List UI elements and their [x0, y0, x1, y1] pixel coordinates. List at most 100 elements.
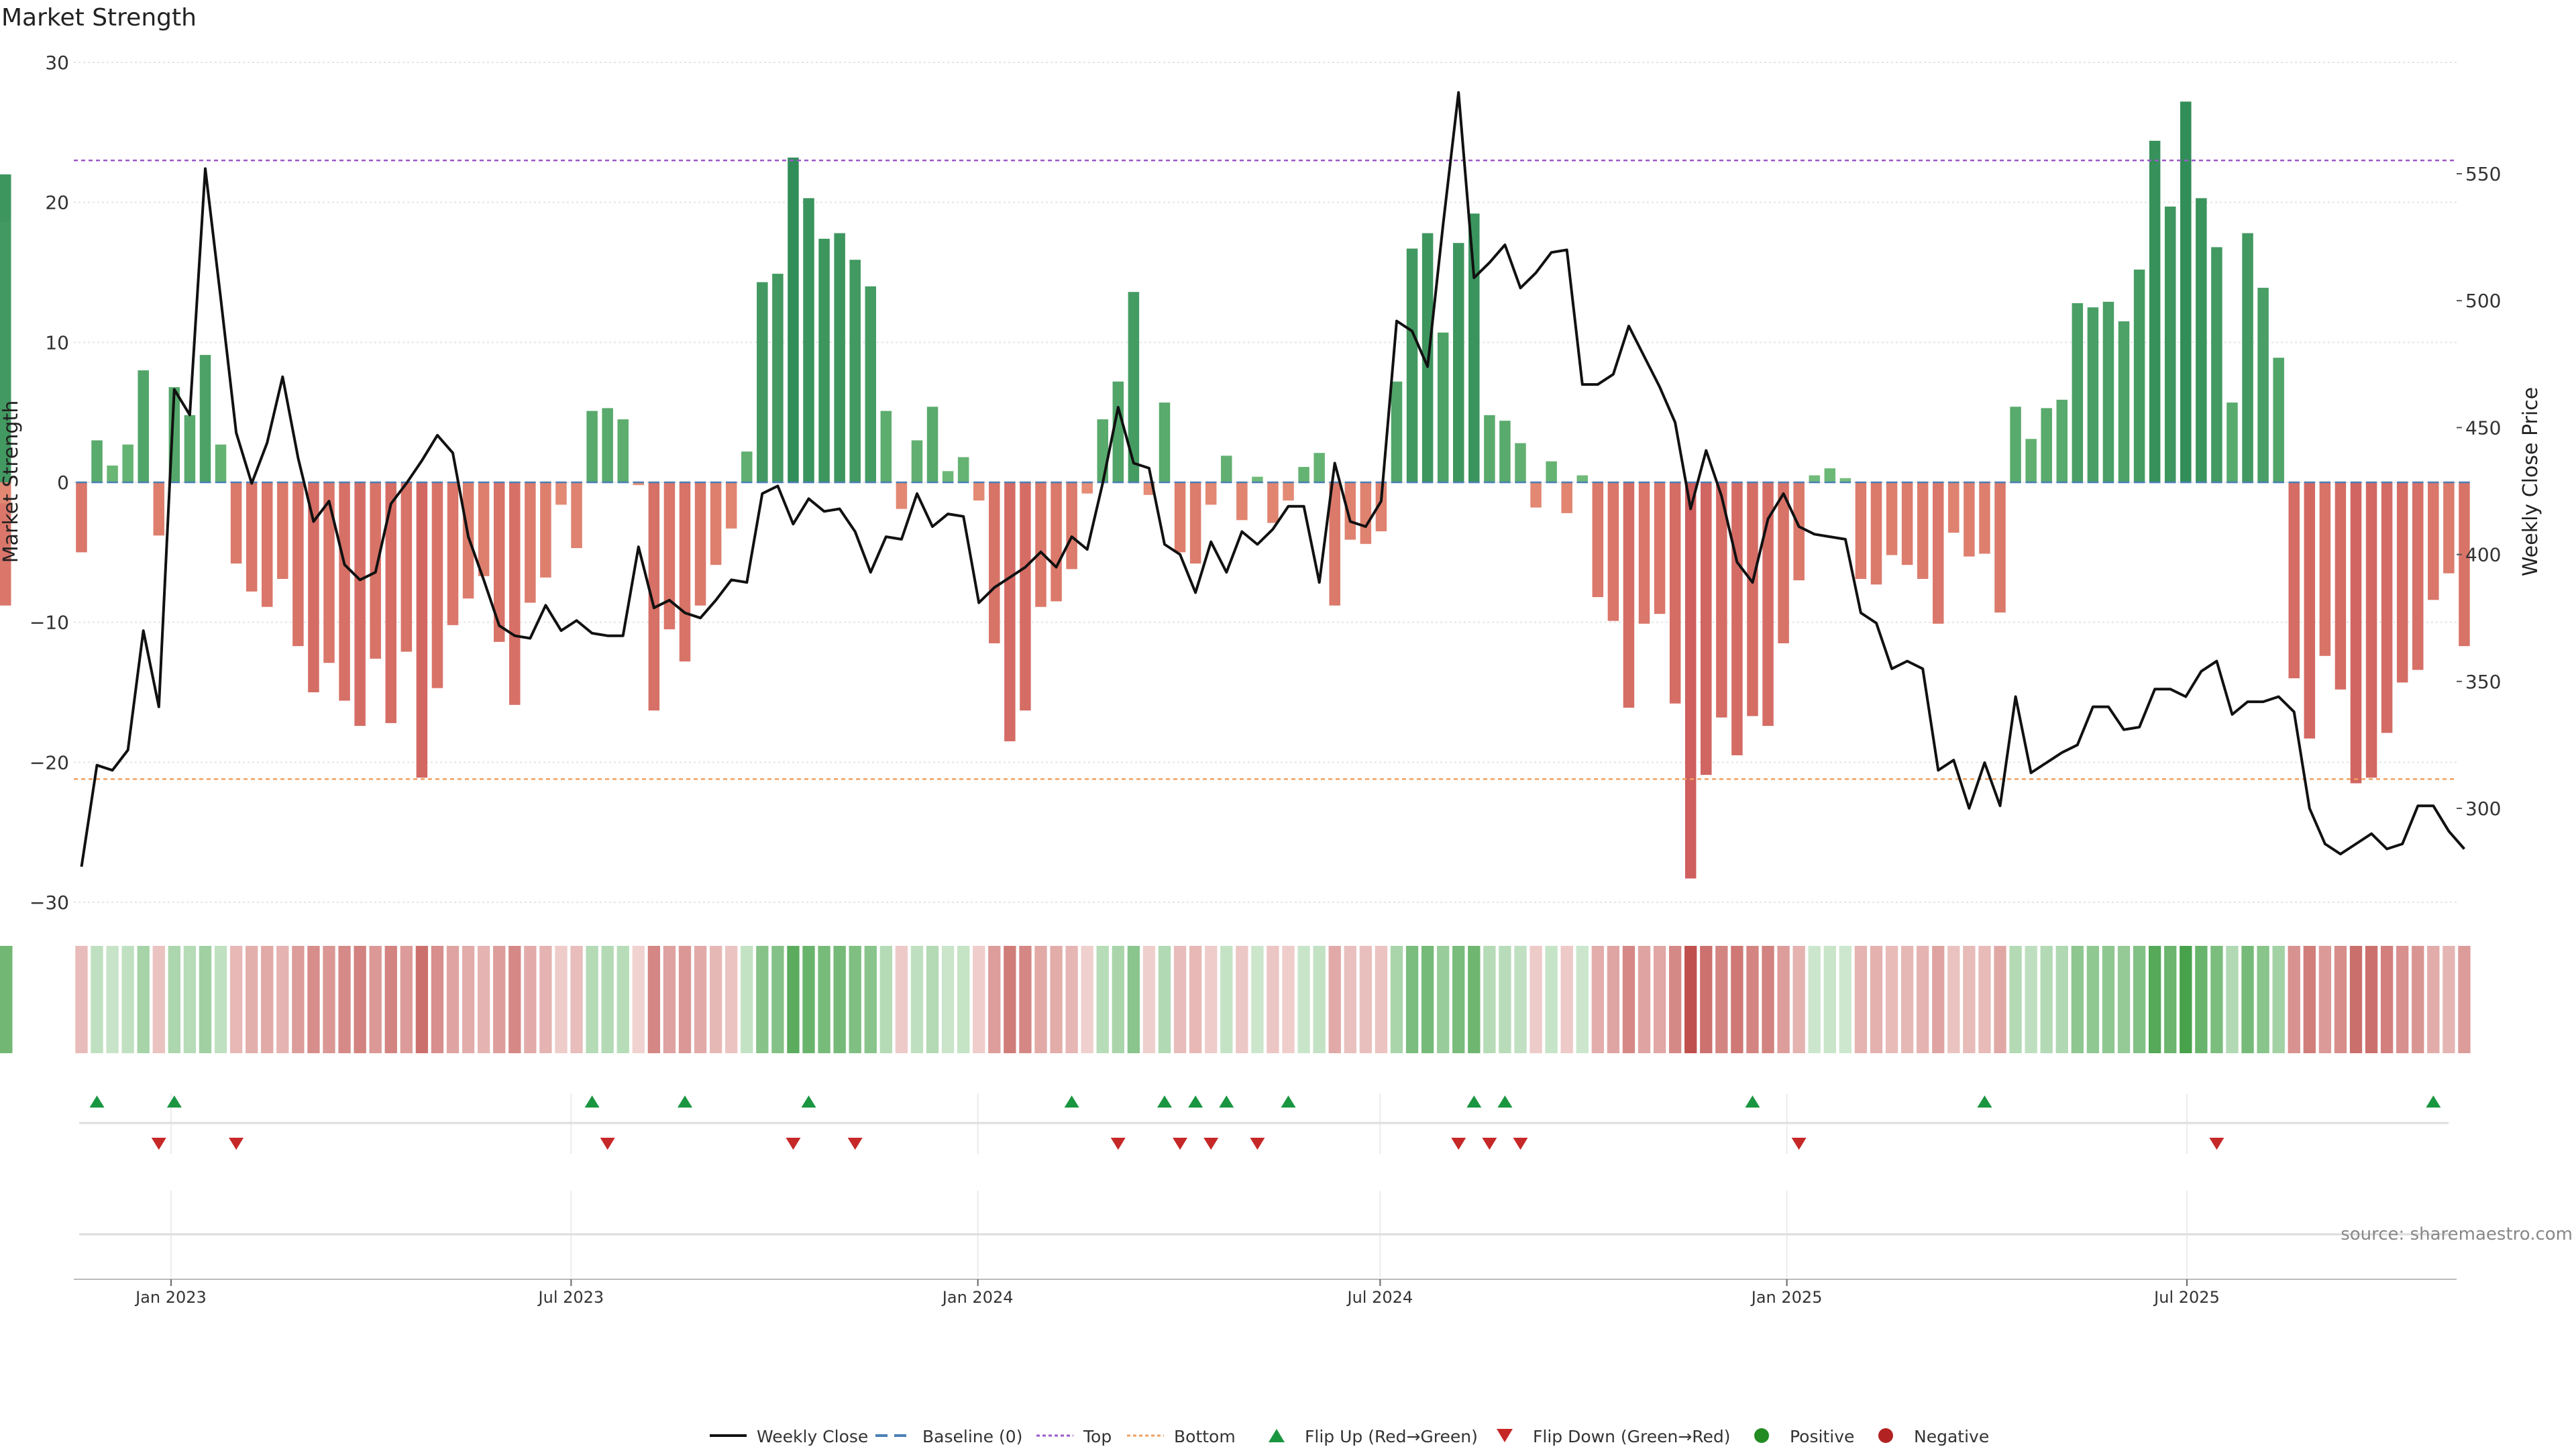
strength-bar — [2304, 482, 2316, 739]
heat-cell — [415, 946, 429, 1053]
strength-bar — [1561, 482, 1572, 513]
strength-bar — [2025, 439, 2037, 482]
strength-bar — [973, 482, 985, 501]
strength-bar — [1515, 443, 1526, 482]
heat-cell — [1065, 946, 1078, 1053]
strength-bar — [525, 482, 536, 603]
y2-tick-label: 300 — [2465, 798, 2501, 820]
flip-down-marker — [1482, 1138, 1497, 1150]
strength-bar — [2164, 206, 2176, 482]
heat-cell — [1700, 946, 1713, 1053]
strength-bar — [1623, 482, 1635, 708]
strength-bar — [431, 482, 443, 688]
weekly-close-layer — [80, 91, 2466, 867]
heat-cell — [1220, 946, 1233, 1053]
strength-bar — [1716, 482, 1727, 718]
heat-cell — [431, 946, 444, 1053]
strength-bar — [509, 482, 521, 705]
heat-cell — [1421, 946, 1434, 1053]
weekly-close-line — [80, 91, 2466, 867]
strength-bar — [2102, 301, 2114, 482]
heat-cell — [616, 946, 629, 1053]
strength-bar — [1654, 482, 1666, 614]
strength-bar — [694, 482, 706, 606]
flip-down-marker — [1791, 1138, 1807, 1150]
strength-bar — [2133, 269, 2145, 482]
strength-bar — [1375, 482, 1387, 532]
strength-bar — [1855, 482, 1867, 579]
strength-bar — [2211, 247, 2222, 482]
heat-cell — [694, 946, 707, 1053]
heat-cell — [2025, 946, 2037, 1053]
heat-cell — [1034, 946, 1047, 1053]
legend-dot-icon — [1878, 1428, 1893, 1443]
grid-lines — [74, 62, 2457, 1278]
strength-bar — [1747, 482, 1758, 716]
heat-cell — [1823, 946, 1836, 1053]
heat-cell — [647, 946, 661, 1053]
strength-bar — [1979, 482, 1990, 554]
strength-bar — [710, 482, 722, 566]
heat-cell — [2396, 946, 2409, 1053]
legend-label: Flip Down (Green→Red) — [1533, 1427, 1731, 1446]
strength-bar — [1607, 482, 1619, 621]
heat-cell — [1870, 946, 1883, 1053]
strength-bar — [184, 415, 196, 482]
heat-cell — [183, 946, 197, 1053]
heat-cell — [1576, 946, 1589, 1053]
strength-bar — [2118, 321, 2130, 482]
strength-bar — [1948, 482, 1960, 533]
heat-cell — [1715, 946, 1728, 1053]
heat-cell — [261, 946, 274, 1053]
heat-cell — [2040, 946, 2053, 1053]
heat-cell — [2303, 946, 2316, 1053]
flip-down-marker — [1451, 1138, 1466, 1150]
x-tick-label: Jan 2025 — [1750, 1288, 1823, 1307]
strength-bar — [1484, 415, 1495, 482]
flip-up-marker — [1497, 1095, 1513, 1108]
heat-cell — [1251, 946, 1264, 1053]
heat-cell — [1344, 946, 1356, 1053]
strength-bar — [1205, 482, 1217, 505]
strength-bar — [2443, 482, 2455, 574]
strength-bar — [1035, 482, 1046, 607]
strength-bar — [957, 457, 969, 482]
heat-cell — [1963, 946, 1976, 1053]
strength-bar — [1669, 482, 1681, 704]
strength-bar — [1546, 461, 1557, 482]
strength-bar — [0, 482, 11, 606]
heat-cell — [973, 946, 985, 1053]
flip-up-marker — [677, 1095, 692, 1108]
heat-cell — [2272, 946, 2285, 1053]
flip-down-marker — [1110, 1138, 1126, 1150]
strength-bar — [400, 482, 413, 652]
heat-cell — [2226, 946, 2239, 1053]
heat-cell — [1932, 946, 1945, 1053]
flip-down-marker — [1203, 1138, 1219, 1150]
strength-bar — [478, 482, 490, 576]
heat-cell — [75, 946, 88, 1053]
heat-cell — [354, 946, 366, 1053]
heat-cell — [678, 946, 692, 1053]
strength-bar — [1097, 419, 1108, 482]
heat-cell — [292, 946, 305, 1053]
heat-cell — [2086, 946, 2100, 1053]
heat-cell — [1854, 946, 1868, 1053]
flip-up-marker — [801, 1095, 816, 1108]
strength-bar — [1793, 482, 1805, 581]
heat-cell — [2180, 946, 2192, 1053]
heat-cell — [1777, 946, 1790, 1053]
legend-dot-icon — [1754, 1428, 1769, 1443]
heat-cell — [1978, 946, 1991, 1053]
strength-bar — [571, 482, 582, 549]
heat-cell — [199, 946, 212, 1053]
heat-cell — [1437, 946, 1450, 1053]
strength-bar — [2319, 482, 2331, 656]
strength-bar — [1252, 476, 1263, 482]
heat-cell — [1096, 946, 1109, 1053]
strength-bar — [911, 440, 923, 482]
legend-label: Top — [1083, 1427, 1112, 1446]
strength-bar — [1994, 482, 2006, 613]
strength-bar — [942, 471, 954, 482]
